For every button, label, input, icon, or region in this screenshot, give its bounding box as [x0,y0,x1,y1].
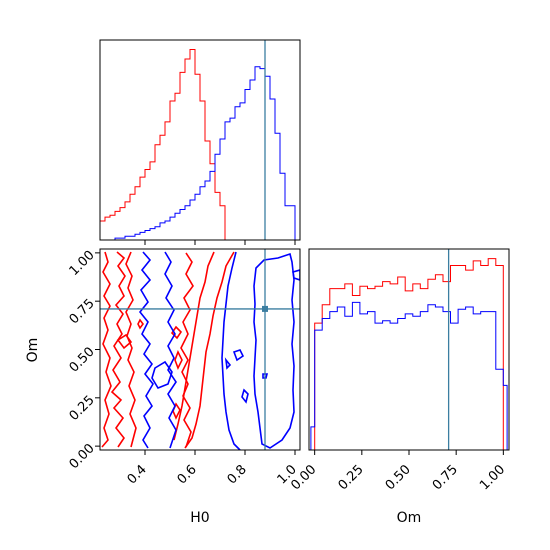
h0-hist-red-series [100,49,230,240]
red-contour-right-inner [173,251,215,441]
x-axis-label-om: Om [397,510,422,526]
om-histogram-frame [308,248,510,451]
blue-contour-island-4 [292,269,300,281]
x-axis-label-h0: H0 [190,510,209,526]
blue-contour-inner-loop [151,360,173,389]
om-axis-tick-label-3: 0.75 [67,296,98,327]
red-contour-set [101,251,235,449]
y-axis-label-om: Om [25,338,41,363]
blue-contour-set [138,251,300,450]
om-hist-red-series [314,258,504,450]
blue-contour-island-1 [232,349,245,362]
om-hist-axis-tick-label-3: 0.75 [430,462,461,493]
red-contour-center-left [125,251,137,448]
blue-contour-island-3 [224,357,232,370]
red-contour-outer-left [101,251,112,448]
blue-contour-island-2 [241,388,249,404]
om-hist-axis-tick-label-1: 0.25 [336,462,367,493]
h0-histogram-frame [99,39,301,241]
blue-contour-outer-right [221,251,241,450]
h0-histogram-panel [99,39,301,245]
h0-axis-tick-label-1: 0.6 [175,462,200,487]
om-histogram-panel: 0.00 0.25 0.50 0.75 1.00 Om [288,248,510,526]
om-axis-tick-label-2: 0.50 [67,345,98,376]
om-axis-tick-label-1: 0.25 [67,393,98,424]
om-axis-tick-label-4: 1.00 [67,248,98,279]
h0-axis-tick-label-0: 0.4 [125,462,150,487]
red-contour-inner-left [110,251,126,448]
red-contour-island-3 [174,350,183,370]
om-hist-axis-tick-label-4: 1.00 [477,462,508,493]
blue-contour-inner-right [253,252,295,449]
blue-contour-left [138,251,154,449]
om-hist-axis-tick-label-2: 0.50 [383,462,414,493]
blue-contour-mid [164,251,177,449]
red-contour-island-1 [116,333,133,350]
red-contour-mid [180,252,194,448]
truth-marker [262,305,268,312]
red-contour-island-4 [172,402,181,420]
om-hist-blue-series [310,301,508,450]
contour-frame [99,248,301,451]
red-contour-right-edge [184,251,235,449]
blue-contour-island-5 [262,373,269,379]
red-contour-island-5 [137,318,144,330]
h0-hist-blue-series [110,66,296,240]
h0-om-contour-panel: 0.4 0.6 0.8 1.00.000.250.500.751.00 H0 Om [25,248,301,526]
h0-axis-tick-label-2: 0.8 [225,462,250,487]
om-axis-tick-label-0: 0.00 [67,441,98,472]
